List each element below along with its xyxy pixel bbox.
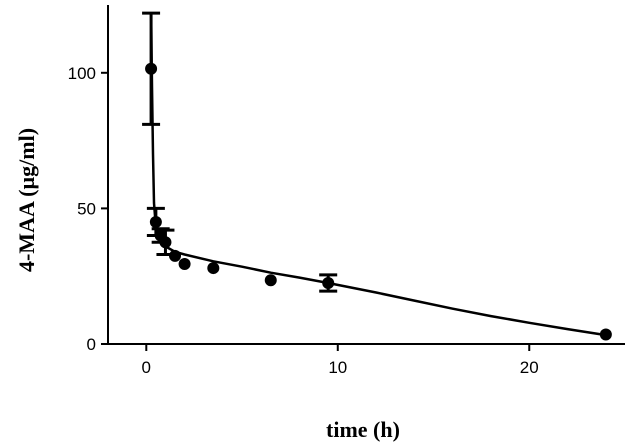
- data-point: [322, 276, 335, 289]
- x-axis-title: time (h): [326, 417, 400, 442]
- data-point: [145, 62, 158, 75]
- data-point: [149, 215, 162, 228]
- data-point: [159, 236, 172, 249]
- y-tick-label: 50: [77, 199, 96, 218]
- data-point: [178, 257, 191, 270]
- y-tick-label: 100: [68, 64, 96, 83]
- y-tick-label: 0: [87, 335, 96, 354]
- data-point: [207, 262, 220, 275]
- fit-curve: [149, 13, 607, 337]
- plot-area: [142, 11, 612, 341]
- axes: 0 50 100 0 10 20: [68, 5, 625, 377]
- x-tick-label: 20: [520, 358, 539, 377]
- y-axis-title: 4-MAA (µg/ml): [14, 128, 39, 272]
- x-tick-label: 0: [142, 358, 151, 377]
- data-point: [169, 249, 182, 262]
- data-point: [599, 328, 612, 341]
- x-tick-label: 10: [328, 358, 347, 377]
- data-point: [264, 274, 277, 287]
